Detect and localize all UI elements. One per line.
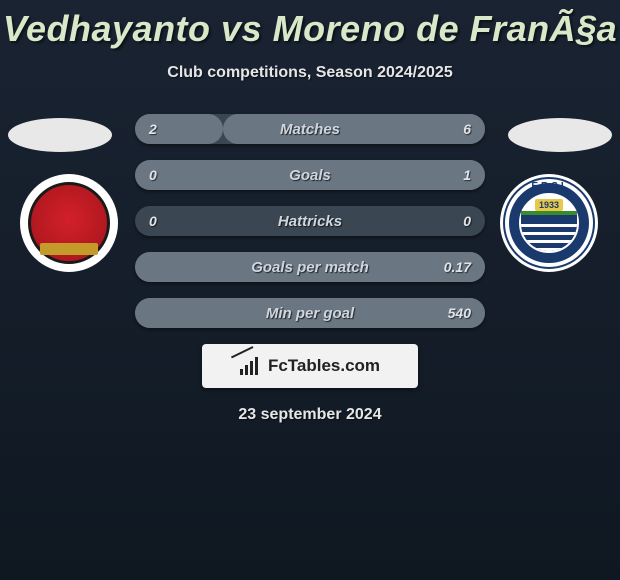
- stat-fill-right: [223, 114, 486, 144]
- stat-right-value: 540: [448, 305, 471, 321]
- club-badge-right: ERSI 1933: [500, 174, 598, 272]
- stat-right-value: 0: [463, 213, 471, 229]
- stat-rows: 2 Matches 6 0 Goals 1 0 Hattricks 0 Goals per mat…: [135, 114, 485, 328]
- player-placeholder-left: [8, 118, 112, 152]
- stat-right-value: 1: [463, 167, 471, 183]
- stat-row: 0 Hattricks 0: [135, 206, 485, 236]
- stat-label: Matches: [280, 121, 340, 138]
- stat-left-value: 0: [149, 167, 157, 183]
- subtitle: Club competitions, Season 2024/2025: [0, 64, 620, 82]
- fctables-logo-icon: [240, 357, 262, 375]
- club-badge-left: [20, 174, 118, 272]
- player-placeholder-right: [508, 118, 612, 152]
- stat-left-value: 2: [149, 121, 157, 137]
- branding-box[interactable]: FcTables.com: [202, 344, 418, 388]
- stat-label: Goals: [289, 167, 331, 184]
- stat-right-value: 6: [463, 121, 471, 137]
- page-title: Vedhayanto vs Moreno de FranÃ§a: [0, 0, 620, 50]
- club-right-year: 1933: [535, 199, 563, 211]
- stat-left-value: 0: [149, 213, 157, 229]
- comparison-date: 23 september 2024: [0, 406, 620, 424]
- stat-row: Goals per match 0.17: [135, 252, 485, 282]
- stat-row: 2 Matches 6: [135, 114, 485, 144]
- comparison-content: ERSI 1933 2 Matches 6 0 Goals 1 0 Hattricks 0 Goa…: [0, 114, 620, 424]
- stat-row: Min per goal 540: [135, 298, 485, 328]
- branding-text: FcTables.com: [268, 356, 380, 376]
- stat-row: 0 Goals 1: [135, 160, 485, 190]
- stat-label: Goals per match: [251, 259, 369, 276]
- stat-right-value: 0.17: [444, 259, 471, 275]
- club-crest-right: ERSI 1933: [503, 177, 595, 269]
- club-crest-left: [28, 182, 110, 264]
- stat-label: Min per goal: [266, 305, 354, 322]
- club-right-ring-text: ERSI: [531, 181, 566, 192]
- stat-label: Hattricks: [278, 213, 342, 230]
